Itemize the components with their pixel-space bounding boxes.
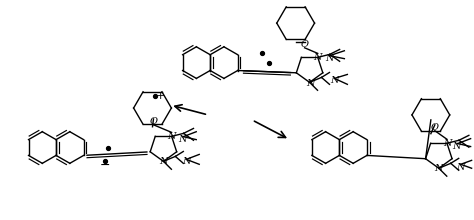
Text: N: N bbox=[306, 79, 315, 88]
Text: N: N bbox=[443, 139, 451, 148]
Text: N: N bbox=[435, 164, 443, 173]
Text: N: N bbox=[330, 76, 339, 85]
Text: −: − bbox=[100, 159, 110, 172]
Text: N: N bbox=[167, 132, 176, 141]
Text: N: N bbox=[456, 163, 465, 172]
Text: N: N bbox=[313, 53, 322, 62]
Text: +: + bbox=[156, 91, 165, 101]
Text: O: O bbox=[301, 40, 309, 49]
Text: N: N bbox=[178, 135, 187, 144]
Text: N: N bbox=[182, 157, 191, 166]
Text: N: N bbox=[325, 54, 334, 63]
Text: O: O bbox=[431, 123, 439, 132]
Text: N: N bbox=[159, 157, 168, 166]
Text: O: O bbox=[149, 117, 157, 126]
Text: N: N bbox=[453, 142, 461, 151]
